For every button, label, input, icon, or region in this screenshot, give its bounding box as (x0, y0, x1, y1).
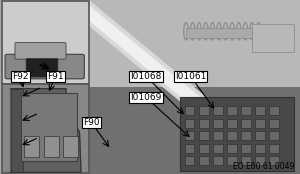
Polygon shape (11, 89, 81, 172)
FancyBboxPatch shape (26, 59, 58, 77)
Bar (199, 156, 208, 165)
Bar (24, 136, 39, 157)
Bar (84, 87, 300, 174)
Bar (255, 144, 265, 153)
Text: I01069: I01069 (130, 93, 162, 102)
Text: I01068: I01068 (130, 72, 162, 81)
Bar (180, 97, 294, 171)
Bar (227, 106, 237, 115)
Bar (213, 106, 223, 115)
FancyBboxPatch shape (21, 93, 76, 161)
Bar (269, 106, 279, 115)
Bar (227, 131, 237, 140)
Text: F91: F91 (47, 72, 64, 81)
Text: I01061: I01061 (175, 72, 206, 81)
Bar (241, 144, 251, 153)
Bar (84, 0, 300, 87)
Bar (184, 144, 194, 153)
Bar (269, 144, 279, 153)
FancyBboxPatch shape (5, 54, 84, 79)
Bar (186, 28, 294, 38)
Bar (11, 89, 22, 172)
Bar (241, 131, 251, 140)
Bar (241, 156, 251, 165)
Bar (255, 156, 265, 165)
Bar (255, 119, 265, 128)
Bar (199, 144, 208, 153)
Bar (241, 119, 251, 128)
Bar (2, 84, 88, 173)
Bar (184, 106, 194, 115)
Text: F90: F90 (83, 118, 100, 127)
Bar (199, 106, 208, 115)
Bar (227, 156, 237, 165)
Bar (213, 119, 223, 128)
Bar (199, 119, 208, 128)
Bar (252, 24, 294, 52)
Bar (269, 156, 279, 165)
Bar (227, 144, 237, 153)
Bar (213, 131, 223, 140)
Bar (0, 0, 88, 174)
Bar (213, 156, 223, 165)
Bar (184, 119, 194, 128)
Bar (63, 136, 78, 157)
Text: EO E60 61 0049: EO E60 61 0049 (232, 161, 294, 171)
Bar (199, 131, 208, 140)
Bar (255, 106, 265, 115)
Bar (269, 119, 279, 128)
Bar (213, 144, 223, 153)
Bar (227, 119, 237, 128)
Bar (184, 131, 194, 140)
Bar (269, 131, 279, 140)
Text: F92: F92 (12, 72, 29, 81)
FancyBboxPatch shape (15, 43, 66, 59)
Bar (44, 136, 59, 157)
Bar (2, 1, 88, 84)
Bar (255, 131, 265, 140)
Bar (241, 106, 251, 115)
Bar (184, 156, 194, 165)
